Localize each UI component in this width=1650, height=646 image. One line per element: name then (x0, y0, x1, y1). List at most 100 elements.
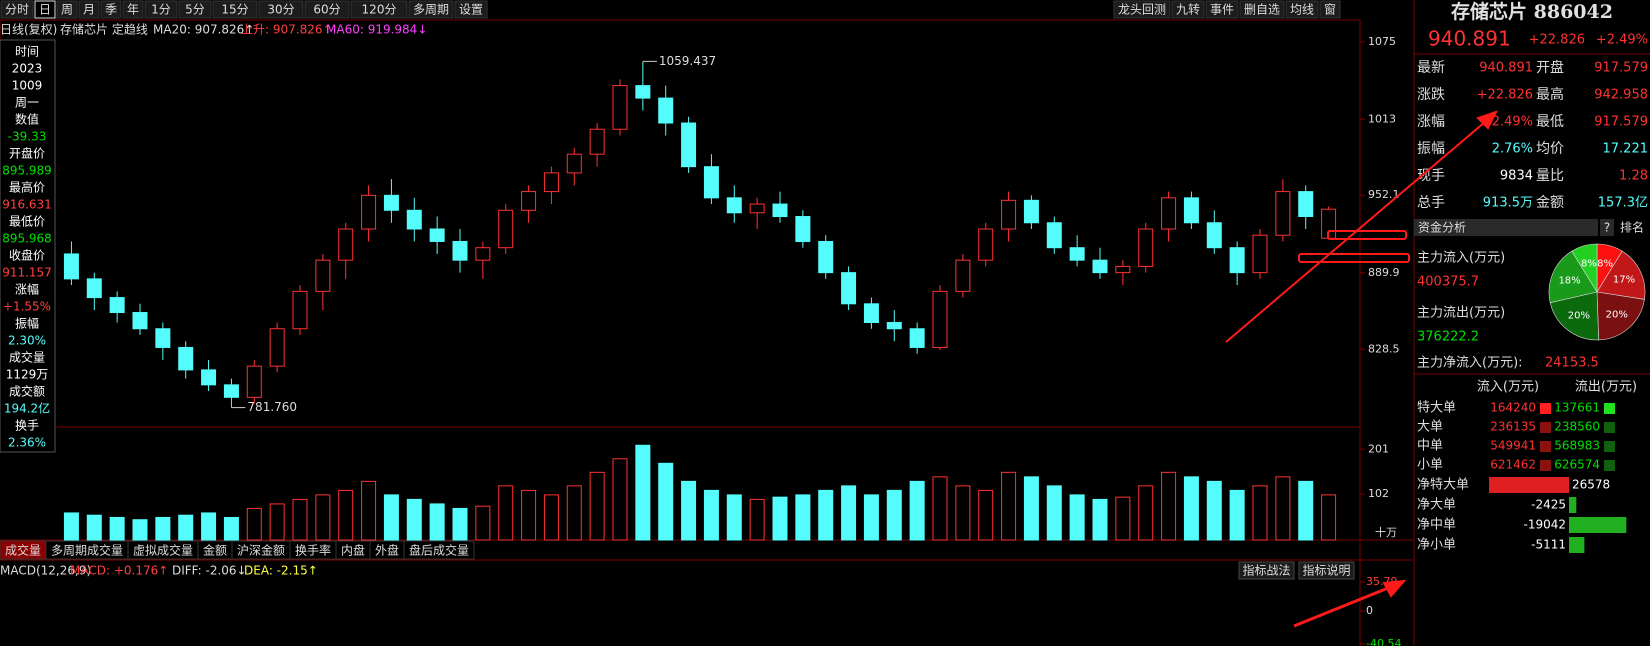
toolbar-label[interactable]: 月 (83, 3, 95, 17)
info-line: 1129万 (6, 368, 49, 382)
candle-body (749, 203, 765, 214)
toolbar-button[interactable] (258, 0, 304, 19)
net-value: -5111 (1531, 538, 1566, 552)
toolbar-label[interactable]: 季 (105, 3, 117, 17)
toolbar-button[interactable] (408, 0, 454, 19)
tab-label[interactable]: 成交量 (5, 543, 41, 558)
toolbar-button[interactable] (78, 0, 100, 19)
toolbar-button[interactable] (100, 0, 122, 19)
table-in: 236135 (1490, 420, 1536, 434)
tab-label[interactable]: 沪深金额 (237, 543, 285, 558)
volume-unit: 十万 (1375, 525, 1397, 539)
toolbar-button[interactable] (178, 0, 212, 19)
tab-label[interactable]: 金额 (203, 543, 227, 558)
toolbar-button[interactable] (0, 0, 34, 19)
toolbar-label[interactable]: 龙头回测 (1118, 3, 1166, 17)
info-box (0, 39, 56, 453)
volume-bar (1321, 494, 1337, 541)
indicator-button-label[interactable]: 指标说明 (1302, 563, 1350, 578)
toolbar-button[interactable] (1113, 0, 1171, 19)
volume-bar (292, 498, 308, 541)
toolbar-label[interactable]: 窗 (1324, 3, 1336, 17)
toolbar-button[interactable] (144, 0, 178, 19)
toolbar-label[interactable]: 30分 (267, 3, 294, 17)
quote-label: 最低 (1536, 114, 1564, 130)
volume-bar (315, 494, 331, 541)
toolbar-button[interactable] (34, 0, 56, 19)
toolbar-button[interactable] (1205, 0, 1239, 19)
tab-label[interactable]: 多周期成交量 (51, 543, 123, 558)
toolbar-label[interactable]: 周 (61, 3, 73, 17)
volume-bar (109, 516, 125, 541)
volume-bar (772, 496, 788, 541)
toolbar-label[interactable]: 120分 (362, 3, 397, 17)
toolbar-label[interactable]: 60分 (313, 3, 340, 17)
tab-label[interactable]: 换手率 (295, 543, 331, 558)
toolbar-button[interactable] (1239, 0, 1285, 19)
pie-slice (1596, 291, 1645, 341)
candle-body (521, 191, 537, 211)
toolbar-label[interactable]: 九转 (1176, 2, 1200, 17)
toolbar-button[interactable] (350, 0, 408, 19)
toolbar-label[interactable]: 日 (39, 3, 51, 17)
toolbar-label[interactable]: 15分 (221, 3, 248, 17)
net-bar (1489, 477, 1569, 493)
toolbar-button[interactable] (56, 0, 78, 19)
out-swatch (1604, 460, 1615, 471)
toolbar-button[interactable] (122, 0, 144, 19)
toolbar-label[interactable]: 多周期 (413, 3, 449, 17)
candle-body (1206, 222, 1222, 249)
quote-label: 最高 (1536, 86, 1564, 103)
candle-body (681, 122, 697, 168)
candle-body (795, 216, 811, 242)
toolbar-label[interactable]: 5分 (185, 3, 205, 17)
tab-label[interactable]: 内盘 (341, 543, 365, 558)
candle-body (841, 272, 857, 305)
indicator-button[interactable] (1298, 561, 1355, 580)
indicator: 存储芯片 定趋线 (60, 22, 148, 37)
arrow-head (1382, 579, 1407, 598)
help[interactable]: ? (1604, 221, 1610, 235)
volume-bar (978, 489, 994, 541)
table-out: 626574 (1554, 458, 1600, 472)
table-head: 流入(万元) (1477, 380, 1539, 395)
tab-label[interactable]: 盘后成交量 (409, 543, 469, 558)
candle-body (1023, 199, 1039, 224)
toolbar-button[interactable] (1319, 0, 1341, 19)
toolbar-button[interactable] (1285, 0, 1319, 19)
candle-body (543, 172, 559, 193)
tab-label[interactable]: 外盘 (375, 543, 399, 558)
quote-value: 157.3亿 (1598, 196, 1648, 211)
table-label: 小单 (1417, 458, 1443, 473)
candle-body (1001, 199, 1017, 230)
volume-bar (406, 498, 422, 541)
toolbar-label[interactable]: 均线 (1290, 3, 1314, 17)
quote-label: 最新 (1417, 60, 1445, 76)
toolbar-label[interactable]: 年 (127, 3, 139, 17)
candle-body (886, 322, 902, 330)
in-swatch (1540, 403, 1551, 414)
macd-title: MACD(12,26,9) (0, 564, 91, 578)
toolbar-button[interactable] (304, 0, 350, 19)
indicator-button[interactable] (1238, 561, 1295, 580)
toolbar-button[interactable] (1171, 0, 1205, 19)
info-line: -39.33 (8, 130, 47, 144)
toolbar-button[interactable] (212, 0, 258, 19)
toolbar-label[interactable]: 设置 (459, 3, 483, 17)
toolbar-label[interactable]: 删自选 (1244, 3, 1280, 17)
toolbar-label[interactable]: 分时 (5, 3, 29, 17)
volume-bar (749, 498, 765, 541)
info-line: 换手 (15, 419, 39, 433)
toolbar-label[interactable]: 事件 (1210, 3, 1234, 17)
candle-body (612, 85, 628, 130)
tab-label[interactable]: 虚拟成交量 (133, 543, 193, 558)
rank[interactable]: 排名 (1620, 220, 1644, 235)
quote-value: 9834 (1500, 169, 1533, 184)
volume-bar (1161, 471, 1177, 541)
toolbar-button[interactable] (454, 0, 488, 19)
volume-bar (475, 505, 491, 541)
tab[interactable] (403, 540, 475, 560)
toolbar-label[interactable]: 1分 (151, 3, 171, 17)
indicator-button-label[interactable]: 指标战法 (1242, 563, 1290, 578)
help-button[interactable] (1600, 219, 1614, 236)
